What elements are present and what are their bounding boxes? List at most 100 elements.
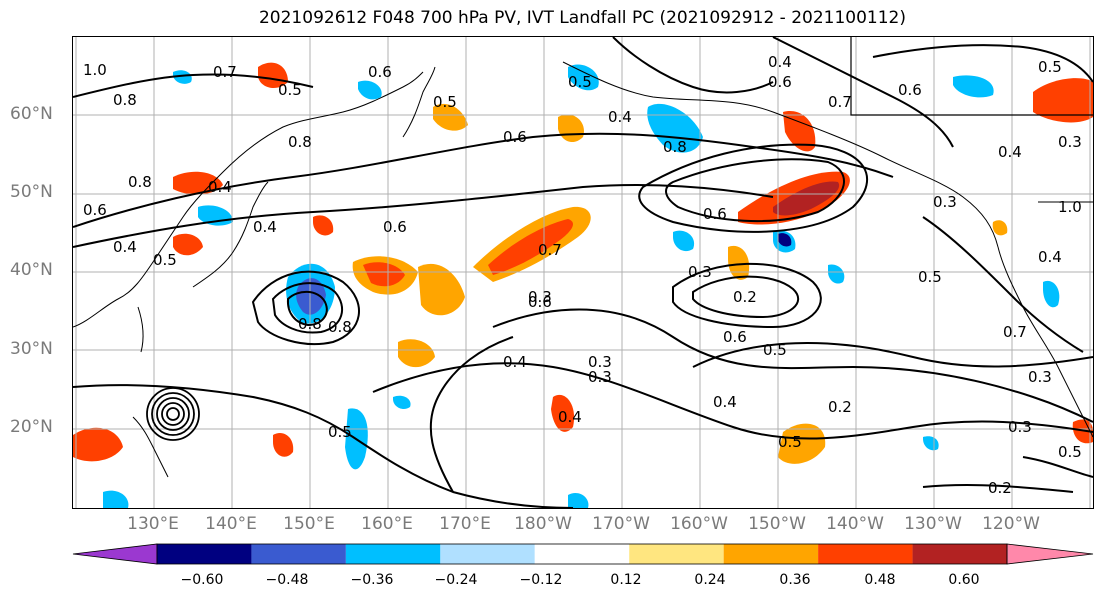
colorbar-tick: 0.48 <box>864 572 896 588</box>
contour-label: 0.7 <box>1003 323 1027 341</box>
contour-label: 0.6 <box>368 63 392 81</box>
contour-label: 0.2 <box>988 479 1012 497</box>
contour-label: 0.5 <box>328 423 352 441</box>
coastlines <box>73 37 1093 478</box>
contour-label: 0.7 <box>538 241 562 259</box>
contour-label: 0.6 <box>768 73 792 91</box>
contour-line <box>922 483 1074 493</box>
contour-line <box>492 308 1093 423</box>
contour-label: 0.4 <box>253 218 277 236</box>
contour-line <box>73 132 894 228</box>
shade-patch <box>393 395 411 410</box>
contour-label: 0.6 <box>528 293 552 311</box>
contour-label: 0.8 <box>328 318 352 336</box>
coast-kamchatka <box>402 66 436 138</box>
coast-korea <box>137 306 144 353</box>
contour-label: 0.3 <box>933 193 957 211</box>
lon-label: 160°W <box>670 514 728 534</box>
lat-label: 60°N <box>10 104 53 124</box>
colorbar-segment <box>157 544 252 564</box>
contour-label: 0.4 <box>713 393 737 411</box>
contour-line <box>271 282 344 334</box>
coast-japan <box>192 181 269 288</box>
shade-patch <box>488 219 573 275</box>
contour-label: 0.8 <box>113 91 137 109</box>
colorbar-extend-low <box>72 543 158 565</box>
contour-label: 0.5 <box>918 268 942 286</box>
shade-patch <box>728 245 750 280</box>
contour-label: 0.3 <box>688 263 712 281</box>
lon-label: 170°W <box>592 514 650 534</box>
colorbar-extend-high <box>1006 543 1094 565</box>
colorbar-tick: −0.12 <box>519 572 563 588</box>
contour-label: 0.5 <box>153 251 177 269</box>
contour-label: 0.5 <box>433 93 457 111</box>
colorbar-segment <box>534 544 630 564</box>
border-canada <box>850 37 1093 116</box>
shade-patch <box>313 215 334 236</box>
contour-line <box>1022 456 1093 478</box>
map-title: 2021092612 F048 700 hPa PV, IVT Landfall… <box>258 8 906 28</box>
contour-label: 0.6 <box>703 205 727 223</box>
shade-patch <box>1043 280 1060 308</box>
colorbar-border <box>156 543 1008 565</box>
shade-patch <box>647 103 703 153</box>
shade-patch <box>1072 419 1093 444</box>
lat-label: 40°N <box>10 260 53 280</box>
lon-label: 140°E <box>205 514 257 534</box>
shade-patch <box>358 80 382 100</box>
contours <box>73 37 1093 508</box>
shade-patch <box>173 233 203 256</box>
contour-label: 0.4 <box>608 108 632 126</box>
contour-label: 0.5 <box>1038 58 1062 76</box>
map-canvas: 1.0 0.8 0.7 0.5 0.6 0.4 0.5 0.8 0.4 0.8 … <box>73 37 1093 508</box>
shade-patch <box>568 64 599 91</box>
contour-label: 0.5 <box>1058 443 1082 461</box>
colorbar-tick: 0.12 <box>610 572 642 588</box>
shade-patch <box>778 423 826 464</box>
shade-patch <box>778 233 792 247</box>
contour-labels: 1.0 0.8 0.7 0.5 0.6 0.4 0.5 0.8 0.4 0.8 … <box>83 53 1082 497</box>
contour-label: 0.3 <box>528 288 552 306</box>
lon-label: 160°E <box>361 514 413 534</box>
contour-label: 1.0 <box>1058 198 1082 216</box>
contour-label: 0.3 <box>1008 418 1032 436</box>
contour-line <box>251 270 360 346</box>
contour-line <box>872 44 1093 83</box>
shade-patch <box>673 230 695 252</box>
shade-patch <box>992 220 1008 236</box>
contour-label: 0.3 <box>588 368 612 386</box>
contour-label: 0.8 <box>128 173 152 191</box>
coast-alaska <box>562 61 999 248</box>
contour-line <box>286 290 328 327</box>
contour-line <box>672 262 822 329</box>
shade-patch <box>418 263 465 316</box>
lon-label: 180°W <box>514 514 572 534</box>
contour-label: 0.7 <box>213 63 237 81</box>
contour-label: 0.4 <box>768 53 792 71</box>
shade-patch <box>363 262 405 287</box>
contour-line <box>922 216 1084 353</box>
contour-label: 0.8 <box>288 133 312 151</box>
contour-line <box>638 143 869 233</box>
colorbar-segment <box>912 544 1007 564</box>
contour-label: 0.5 <box>763 341 787 359</box>
lat-label: 50°N <box>10 182 53 202</box>
contour-label: 0.5 <box>778 433 802 451</box>
shade-patch <box>551 394 575 432</box>
lon-label: 140°W <box>826 514 884 534</box>
contour-label: 0.4 <box>503 353 527 371</box>
contour-line <box>665 158 845 223</box>
typhoon-rings <box>146 387 200 441</box>
contour-label: 0.3 <box>1058 133 1082 151</box>
shade-patch <box>828 264 845 284</box>
contour-line <box>612 37 774 94</box>
shade-patch <box>398 339 435 368</box>
contour-label: 0.2 <box>828 398 852 416</box>
contour-line <box>73 384 574 508</box>
map-panel: 1.0 0.8 0.7 0.5 0.6 0.4 0.5 0.8 0.4 0.8 … <box>72 36 1094 509</box>
contour-label: 0.6 <box>503 128 527 146</box>
contour-line <box>372 362 1093 440</box>
shade-patch <box>773 181 840 216</box>
colorbar-tick: −0.36 <box>350 572 394 588</box>
